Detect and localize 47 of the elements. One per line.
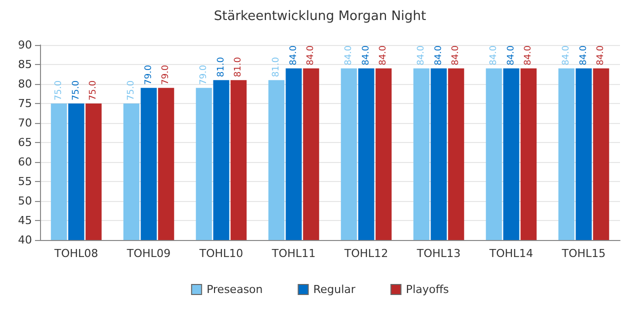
data-label: 84.0 — [506, 45, 516, 66]
legend-label: Preseason — [206, 283, 263, 296]
y-tick-label: 85 — [18, 58, 32, 71]
x-tick-label: TOHL15 — [560, 247, 606, 260]
y-tick-label: 90 — [18, 38, 32, 52]
chart-title: Stärkeentwicklung Morgan Night — [214, 9, 426, 24]
legend-label: Playoffs — [406, 283, 450, 296]
y-tick-label: 50 — [18, 194, 32, 208]
legend-label: Regular — [313, 283, 356, 296]
y-tick-label: 70 — [18, 116, 32, 130]
data-label: 75.0 — [54, 80, 64, 100]
data-label: 79.0 — [144, 64, 154, 85]
x-tick-label: TOHL13 — [416, 247, 461, 260]
y-tick-label: 40 — [18, 234, 32, 246]
data-label: 84.0 — [306, 45, 316, 66]
data-label: 84.0 — [488, 45, 499, 66]
y-tick-label: 65 — [18, 136, 32, 149]
x-tick-label: TOHL08 — [53, 247, 98, 260]
x-tick-label: TOHL10 — [198, 247, 244, 260]
data-label: 84.0 — [596, 45, 606, 66]
data-label: 81.0 — [216, 56, 226, 78]
x-tick-label: TOHL12 — [343, 247, 388, 260]
x-tick-label: TOHL11 — [270, 247, 316, 260]
data-label: 79.0 — [198, 64, 209, 85]
data-label: 81.0 — [271, 56, 282, 78]
data-label: 84.0 — [561, 45, 572, 66]
data-label: 84.0 — [344, 45, 354, 66]
data-label: 81.0 — [234, 56, 244, 78]
data-label: 75.0 — [126, 80, 136, 100]
data-label: 75.0 — [88, 80, 99, 100]
x-tick-label: TOHL09 — [126, 247, 171, 260]
y-tick-label: 45 — [18, 214, 32, 227]
x-tick-label: TOHL14 — [488, 247, 534, 260]
data-label: 84.0 — [288, 45, 299, 66]
data-label: 75.0 — [71, 80, 82, 100]
y-tick-label: 55 — [18, 175, 32, 188]
data-label: 84.0 — [451, 45, 462, 66]
y-tick-label: 80 — [18, 78, 32, 90]
y-tick-label: 60 — [18, 156, 32, 168]
data-label: 84.0 — [524, 45, 534, 66]
y-tick-label: 75 — [18, 97, 32, 110]
data-label: 84.0 — [578, 45, 589, 66]
data-label: 84.0 — [361, 45, 372, 66]
data-label: 79.0 — [161, 64, 172, 85]
data-label: 84.0 — [434, 45, 444, 66]
data-label: 84.0 — [378, 45, 389, 66]
data-label: 84.0 — [416, 45, 426, 66]
